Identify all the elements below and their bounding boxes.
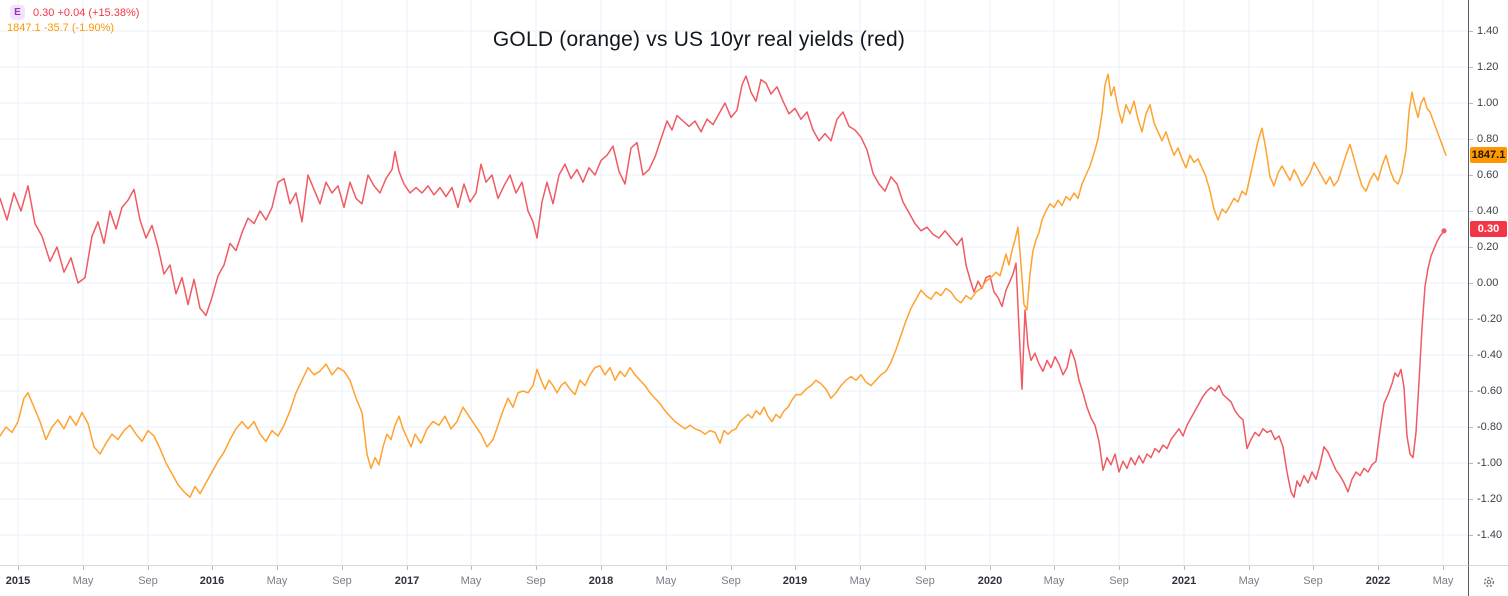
y-axis-tick-mark	[1469, 103, 1473, 104]
price-axis[interactable]: 1.40 1.20 1.00 0.80 0.60 0.40 0.20 0.00 -0.20 -0.…	[1468, 0, 1508, 565]
x-axis-tick-mark	[212, 566, 213, 570]
y-axis-tick-mark	[1469, 67, 1473, 68]
y-axis-tick-label: 0.40	[1477, 205, 1499, 217]
y-axis-tick-mark	[1469, 247, 1473, 248]
x-axis-tick-mark	[1249, 566, 1250, 570]
x-axis-tick-mark	[407, 566, 408, 570]
yield-price-badge: 0.30	[1470, 221, 1507, 237]
x-axis-tick-mark	[277, 566, 278, 570]
x-axis-tick-label: May	[266, 575, 288, 587]
x-axis-tick-mark	[148, 566, 149, 570]
x-axis-tick-label: 2017	[394, 575, 420, 587]
x-axis-tick-label: Sep	[915, 575, 935, 587]
y-axis-tick-label: -0.20	[1477, 313, 1503, 325]
y-axis-tick-label: -1.40	[1477, 529, 1503, 541]
y-axis-tick-label: -0.60	[1477, 385, 1503, 397]
x-axis-tick-mark	[795, 566, 796, 570]
y-axis-tick-label: -0.40	[1477, 349, 1503, 361]
x-axis-tick-mark	[1184, 566, 1185, 570]
time-axis[interactable]: 2015 May Sep 2016 May Sep 2017 May Sep 2018 May Sep…	[0, 565, 1468, 596]
y-axis-tick-label: 1.00	[1477, 97, 1499, 109]
y-axis-tick-label: 0.00	[1477, 277, 1499, 289]
x-axis-tick-label: 2021	[1171, 575, 1197, 587]
x-axis-tick-mark	[471, 566, 472, 570]
x-axis-tick-label: May	[655, 575, 677, 587]
gold-series-line	[0, 73, 1447, 498]
y-axis-tick-label: 1.20	[1477, 61, 1499, 73]
y-axis-tick-mark	[1469, 175, 1473, 176]
x-axis-tick-label: May	[1238, 575, 1260, 587]
x-axis-tick-mark	[860, 566, 861, 570]
y-axis-tick-mark	[1469, 499, 1473, 500]
x-axis-tick-mark	[1378, 566, 1379, 570]
y-axis-tick-mark	[1469, 535, 1473, 536]
y-axis-tick-label: 1.40	[1477, 25, 1499, 37]
x-axis-tick-mark	[536, 566, 537, 570]
x-axis-tick-label: Sep	[1303, 575, 1323, 587]
x-axis-tick-mark	[731, 566, 732, 570]
x-axis-tick-mark	[1443, 566, 1444, 570]
x-axis-tick-label: May	[1043, 575, 1065, 587]
x-axis-tick-mark	[990, 566, 991, 570]
gold-legend-values: 1847.1 -35.7 (-1.90%)	[7, 22, 115, 34]
gear-icon	[1483, 576, 1495, 587]
x-axis-tick-label: 2016	[199, 575, 225, 587]
chart-title: GOLD (orange) vs US 10yr real yields (re…	[492, 28, 906, 51]
x-axis-tick-mark	[18, 566, 19, 570]
x-axis-tick-label: Sep	[138, 575, 158, 587]
y-axis-tick-label: -1.20	[1477, 493, 1503, 505]
x-axis-tick-label: May	[72, 575, 94, 587]
y-axis-tick-label: -0.80	[1477, 421, 1503, 433]
series-end-dot	[1441, 228, 1447, 234]
y-axis-tick-label: 0.80	[1477, 133, 1499, 145]
x-axis-tick-mark	[83, 566, 84, 570]
x-axis-tick-mark	[666, 566, 667, 570]
axis-settings-button[interactable]	[1468, 565, 1508, 596]
x-axis-tick-label: 2015	[5, 575, 31, 587]
yields-legend-values: 0.30 +0.04 (+15.38%)	[33, 7, 140, 19]
x-axis-tick-mark	[1054, 566, 1055, 570]
x-axis-tick-label: 2022	[1365, 575, 1391, 587]
symbol-badge[interactable]: E	[10, 5, 25, 20]
y-axis-tick-mark	[1469, 463, 1473, 464]
y-axis-tick-label: 0.60	[1477, 169, 1499, 181]
x-axis-tick-label: May	[1432, 575, 1454, 587]
x-axis-tick-mark	[1313, 566, 1314, 570]
x-axis-tick-label: May	[460, 575, 482, 587]
x-axis-tick-label: May	[849, 575, 871, 587]
y-axis-tick-mark	[1469, 139, 1473, 140]
x-axis-tick-mark	[601, 566, 602, 570]
x-axis-tick-label: 2019	[782, 575, 808, 587]
y-axis-tick-label: 0.20	[1477, 241, 1499, 253]
x-axis-tick-mark	[1119, 566, 1120, 570]
y-axis-tick-mark	[1469, 211, 1473, 212]
y-axis-tick-mark	[1469, 31, 1473, 32]
chart-plot-svg	[0, 0, 1468, 565]
x-axis-tick-label: Sep	[526, 575, 546, 587]
y-axis-tick-mark	[1469, 355, 1473, 356]
x-axis-tick-label: Sep	[332, 575, 352, 587]
gold-price-badge: 1847.1	[1470, 147, 1507, 164]
x-axis-tick-label: Sep	[721, 575, 741, 587]
yields-series-line	[0, 75, 1445, 498]
y-axis-tick-label: -1.00	[1477, 457, 1503, 469]
x-axis-tick-label: 2018	[588, 575, 614, 587]
y-axis-tick-mark	[1469, 319, 1473, 320]
y-axis-tick-mark	[1469, 427, 1473, 428]
x-axis-tick-label: Sep	[1109, 575, 1129, 587]
x-axis-tick-label: 2020	[977, 575, 1003, 587]
y-axis-tick-mark	[1469, 283, 1473, 284]
price-chart-canvas[interactable]: GOLD (orange) vs US 10yr real yields (re…	[0, 0, 1468, 565]
y-axis-tick-mark	[1469, 391, 1473, 392]
x-axis-tick-mark	[925, 566, 926, 570]
x-axis-tick-mark	[342, 566, 343, 570]
